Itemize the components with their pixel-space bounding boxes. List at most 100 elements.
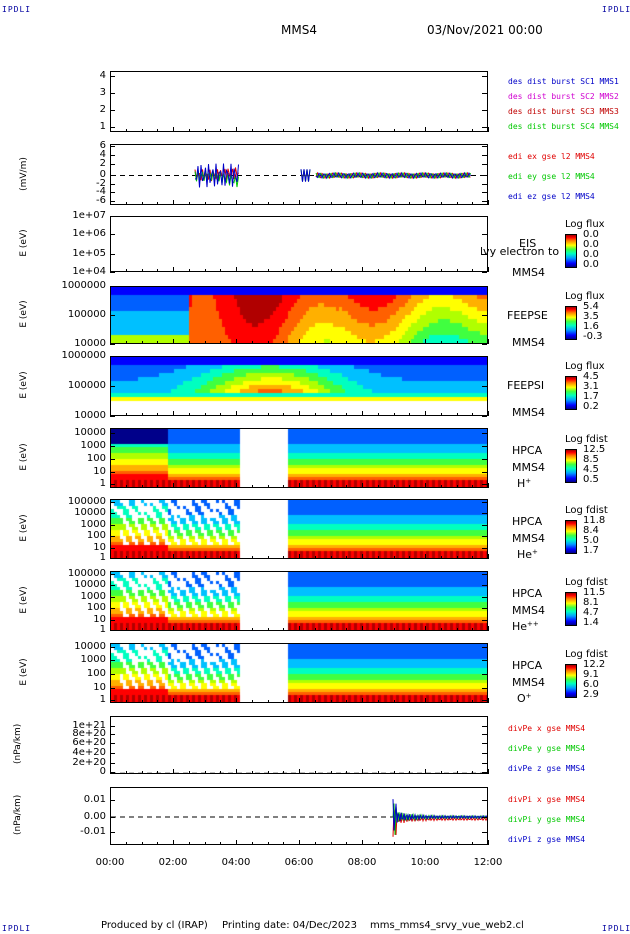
x-tick-mark [314, 413, 316, 416]
x-tick-mark [267, 202, 269, 205]
x-tick-mark [188, 842, 190, 845]
x-tick-mark [204, 341, 206, 344]
y-tick-mark-right [482, 596, 487, 598]
x-tick-mark [409, 269, 411, 272]
line-plot-1 [111, 163, 487, 188]
x-tick-mark [110, 339, 111, 344]
y-tick-mark [110, 629, 115, 631]
y-axis-label: (nPa/km) [13, 794, 23, 835]
x-tick-mark [110, 127, 111, 132]
y-tick-label: 1e+21 [72, 719, 106, 731]
colorbar-title: Log fdist [565, 434, 608, 445]
y-tick-mark [110, 574, 115, 575]
colorbar-tick-label: 8.1 [583, 597, 599, 608]
y-tick-label: 100 [86, 602, 106, 614]
x-tick-mark [299, 626, 300, 631]
spacecraft-title: MMS4 [281, 23, 317, 37]
y-tick-mark-right [482, 660, 487, 662]
x-tick-mark [251, 628, 253, 631]
y-tick-mark [110, 458, 115, 460]
x-tick-mark [188, 413, 190, 416]
x-tick-mark [362, 200, 363, 205]
x-tick-mark [283, 628, 285, 631]
legend-entry: edi ex gse l2 MMS4 [508, 152, 595, 161]
x-tick-mark [236, 200, 237, 205]
y-tick-mark-right [482, 619, 487, 621]
x-tick-mark [267, 269, 269, 272]
x-tick-mark [173, 769, 174, 774]
y-tick-mark [110, 253, 115, 255]
colorbar-tick-label: 8.4 [583, 525, 599, 536]
x-tick-mark [173, 411, 174, 416]
x-tick-mark [409, 700, 411, 703]
y-tick-mark-right [482, 356, 487, 357]
x-tick-mark [377, 485, 379, 488]
colorbar-tick-label: 5.4 [583, 301, 599, 312]
species-label: He+ [517, 548, 538, 561]
x-tick-mark [251, 556, 253, 559]
y-tick-label: 1 [99, 623, 106, 635]
y-tick-mark [110, 619, 115, 621]
species-charge: ++ [527, 620, 539, 628]
x-tick-mark [488, 769, 489, 774]
x-tick-mark [472, 771, 474, 774]
y-tick-label: 10000 [74, 338, 106, 349]
x-tick-mark [346, 341, 348, 344]
series-line [315, 171, 471, 180]
colorbar-tick-label: 6.0 [583, 679, 599, 690]
x-tick-mark [362, 840, 363, 845]
y-tick-label: 4e+20 [72, 747, 106, 759]
corner-label-tr: IPDLI [602, 5, 630, 14]
y-tick-mark-right [482, 513, 487, 515]
species-label: H+ [517, 477, 532, 490]
x-tick-mark [362, 267, 363, 272]
x-tick-mark [314, 842, 316, 845]
x-tick-mark [220, 202, 222, 205]
x-tick-mark [204, 202, 206, 205]
x-tick-mark [188, 771, 190, 774]
x-tick-mark [251, 842, 253, 845]
x-tick-mark [377, 413, 379, 416]
y-tick-mark-right [482, 762, 487, 764]
x-tick-mark [314, 771, 316, 774]
colorbar-tick-label: 0.2 [583, 401, 599, 412]
y-tick-label: 0 [99, 168, 106, 180]
y-tick-mark-right [482, 253, 487, 255]
x-tick-mark [220, 341, 222, 344]
x-tick-mark [488, 339, 489, 344]
x-tick-mark [188, 129, 190, 132]
legend-entry: des dist burst SC1 MMS1 [508, 77, 619, 86]
x-tick-mark [440, 269, 442, 272]
x-tick-mark [141, 269, 143, 272]
x-tick-mark [299, 339, 300, 344]
colorbar-tick-label: 1.4 [583, 617, 599, 628]
x-tick-mark [472, 628, 474, 631]
x-tick-mark [425, 554, 426, 559]
series-line [392, 808, 487, 837]
x-tick-mark [409, 556, 411, 559]
colorbar-tick-label: 0.0 [583, 239, 599, 250]
x-tick-mark [188, 485, 190, 488]
x-tick-mark [157, 842, 159, 845]
x-tick-mark [377, 771, 379, 774]
y-tick-mark [110, 502, 115, 503]
x-tick-mark [220, 129, 222, 132]
panel-8 [110, 643, 488, 703]
colorbar [565, 520, 577, 554]
y-tick-mark [110, 164, 115, 166]
corner-label-tl: IPDLI [2, 5, 32, 14]
y-tick-mark [110, 536, 115, 538]
y-axis-label: E (eV) [19, 443, 29, 471]
x-tick-mark [346, 556, 348, 559]
corner-label-br: IPDLI [602, 924, 630, 933]
y-tick-mark-right [482, 608, 487, 610]
colorbar [565, 234, 577, 268]
x-tick-mark [440, 628, 442, 631]
y-tick-mark [110, 700, 115, 701]
x-tick-mark [173, 200, 174, 205]
y-tick-label: 1e+06 [72, 228, 106, 240]
y-tick-label: 100 [86, 667, 106, 679]
colorbar-tick-label: 4.7 [583, 607, 599, 618]
colorbar-tick-label: -0.3 [583, 331, 603, 342]
species-label: O+ [517, 692, 532, 705]
